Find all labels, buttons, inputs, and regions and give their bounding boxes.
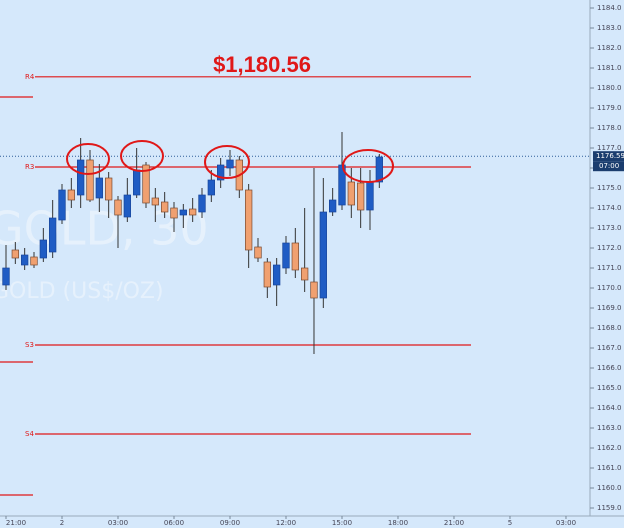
y-tick-label: 1169.0 [597, 304, 622, 312]
y-tick-label: 1170.0 [597, 284, 622, 292]
y-tick-label: 1182.0 [597, 44, 622, 52]
candle-body [282, 242, 290, 269]
highlight-ellipse [204, 145, 250, 179]
y-tick-label: 1160.0 [597, 484, 622, 492]
candle-body [86, 159, 94, 201]
candle-body [189, 208, 197, 216]
y-tick-label: 1163.0 [597, 424, 622, 432]
x-tick-label: 12:00 [276, 519, 296, 527]
y-tick-label: 1179.0 [597, 104, 622, 112]
candle-body [142, 164, 150, 204]
y-tick-label: 1162.0 [597, 444, 622, 452]
candle-body [161, 201, 169, 213]
x-tick-label: 03:00 [556, 519, 576, 527]
highlight-ellipse [120, 140, 164, 172]
x-tick-label: 15:00 [332, 519, 352, 527]
x-tick-label: 21:00 [6, 519, 26, 527]
candle-body [67, 189, 75, 201]
highlight-ellipse [342, 149, 394, 183]
countdown-box [593, 161, 624, 172]
y-tick-label: 1167.0 [597, 344, 622, 352]
pivot-label: S4 [25, 430, 34, 438]
price-box: 1176.59 07:00 [593, 151, 624, 172]
candle-body [254, 246, 262, 259]
y-tick-label: 1166.0 [597, 364, 622, 372]
candle-body [133, 169, 141, 196]
candle-body [123, 194, 131, 218]
candle-body [207, 179, 215, 196]
y-tick-label: 1168.0 [597, 324, 622, 332]
y-tick-label: 1180.0 [597, 84, 622, 92]
candle-body [217, 164, 225, 181]
x-tick-label: 18:00 [388, 519, 408, 527]
watermark-sub: GOLD (US$/OZ) [0, 279, 164, 304]
candle-body [273, 264, 281, 286]
candle-body [30, 256, 38, 266]
y-tick-label: 1181.0 [597, 64, 622, 72]
x-tick-label: 03:00 [108, 519, 128, 527]
y-tick-label: 1175.0 [597, 184, 622, 192]
candle-body [226, 159, 234, 169]
candle-body [114, 199, 122, 216]
candle-body [347, 181, 355, 206]
last-price-label: 1176.59 [596, 152, 624, 160]
candle-body [11, 249, 19, 259]
candle-body [357, 182, 365, 211]
y-tick-label: 1172.0 [597, 244, 622, 252]
pivot-label: S3 [25, 341, 34, 349]
candle-body [245, 189, 253, 251]
candle-body [338, 164, 346, 206]
y-tick-label: 1171.0 [597, 264, 622, 272]
candle-body [21, 254, 29, 266]
candle-body [291, 242, 299, 271]
candle-body [49, 217, 57, 253]
candle-body [39, 239, 47, 259]
candle-body [310, 281, 318, 299]
candle-body [301, 267, 309, 281]
y-tick-label: 1174.0 [597, 204, 622, 212]
y-tick-label: 1173.0 [597, 224, 622, 232]
y-tick-label: 1178.0 [597, 124, 622, 132]
x-tick-label: 09:00 [220, 519, 240, 527]
highlights [66, 140, 394, 183]
x-tick-label: 21:00 [444, 519, 464, 527]
candle-body [375, 156, 383, 183]
y-tick-label: 1177.0 [597, 144, 622, 152]
candles [2, 132, 383, 354]
last-price-box [593, 151, 624, 162]
x-tick-label: 2 [60, 519, 64, 527]
countdown-label: 07:00 [599, 162, 619, 170]
pivot-label: R3 [25, 163, 34, 171]
candle-body [366, 181, 374, 211]
candle-body [170, 207, 178, 219]
candle-body [2, 267, 10, 286]
candle-body [319, 211, 327, 299]
highlight-ellipse [66, 143, 110, 175]
y-tick-label: 1159.0 [597, 504, 622, 512]
candle-body [95, 177, 103, 199]
x-tick-label: 5 [508, 519, 512, 527]
pivot-label: R4 [25, 73, 35, 81]
candle-body [179, 209, 187, 216]
candle-body [263, 261, 271, 288]
y-tick-label: 1161.0 [597, 464, 622, 472]
candle-body [58, 189, 66, 221]
candle-body [77, 159, 85, 196]
annotation: $1,180.56 [213, 52, 311, 77]
y-tick-label: 1165.0 [597, 384, 622, 392]
axes: 1159.0 1160.0 1161.0 1162.0 1163.0 1164.0 1165… [5, 4, 622, 527]
candle-body [151, 197, 159, 206]
x-tick-label: 06:00 [164, 519, 184, 527]
candle-body [198, 194, 206, 213]
y-tick-label: 1164.0 [597, 404, 622, 412]
candle-body [105, 177, 113, 201]
levels: R4 R3 S3 S4 [0, 73, 471, 496]
y-tick-label: 1184.0 [597, 4, 622, 12]
y-tick-label: 1183.0 [597, 24, 622, 32]
candle-body [329, 199, 337, 213]
